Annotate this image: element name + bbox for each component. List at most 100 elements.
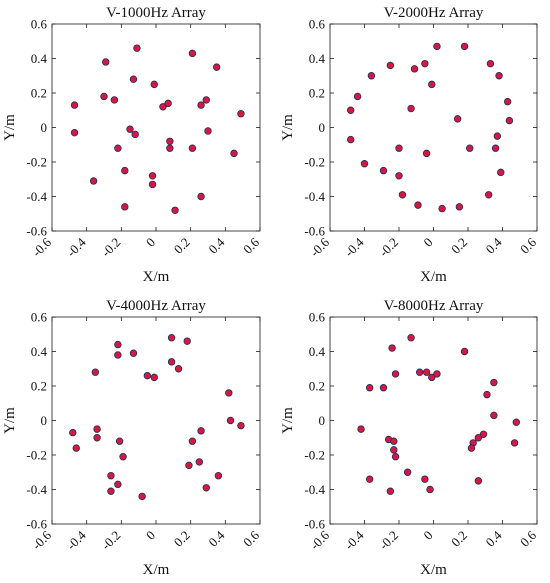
data-point <box>143 371 152 380</box>
data-point <box>70 128 79 137</box>
subplot-title: V-8000Hz Array <box>384 298 484 314</box>
data-point <box>197 101 205 109</box>
axes-frame <box>51 23 261 232</box>
data-point <box>426 485 434 494</box>
data-point <box>93 434 101 442</box>
data-point <box>93 425 101 433</box>
data-point <box>69 428 77 437</box>
data-point <box>353 92 362 101</box>
data-point <box>407 334 415 342</box>
data-point <box>467 444 476 452</box>
data-point <box>114 351 122 359</box>
data-point <box>121 203 129 211</box>
data-point <box>237 421 245 430</box>
subplot-4: V-8000Hz Array-0.6 -0.4 -0.2 0 0.2 0.4 0.6-0.6… <box>280 298 539 578</box>
x-tick-label: 0.2 <box>171 528 193 550</box>
y-tick-label: 0.2 <box>31 86 47 101</box>
data-point <box>386 487 395 495</box>
data-point <box>485 191 493 199</box>
data-point <box>126 125 134 133</box>
data-point <box>365 384 374 392</box>
y-axis-label: Y/m <box>280 407 296 434</box>
data-point <box>197 427 205 435</box>
data-point <box>188 437 197 445</box>
data-point <box>428 373 436 382</box>
y-tick-label: -0.4 <box>26 482 47 497</box>
data-point <box>486 59 495 68</box>
data-point <box>138 492 146 501</box>
data-point <box>479 430 488 438</box>
data-point <box>490 411 498 420</box>
x-tick-label: 0.2 <box>171 235 193 257</box>
data-point <box>403 468 412 476</box>
data-point <box>510 439 519 447</box>
x-axis-label: X/m <box>420 562 447 578</box>
x-tick-label: 0.6 <box>517 527 539 549</box>
data-point <box>230 149 238 158</box>
x-tick-label: 0.4 <box>483 527 505 549</box>
data-point <box>114 144 122 152</box>
data-point <box>460 347 469 356</box>
data-point <box>455 203 464 211</box>
data-point <box>166 137 174 145</box>
y-tick-label: 0.4 <box>31 51 48 66</box>
data-point <box>226 416 235 425</box>
x-tick-label: -0.4 <box>64 234 90 260</box>
data-point <box>148 180 157 189</box>
data-point <box>107 487 115 495</box>
data-point <box>347 106 355 114</box>
data-point <box>121 166 129 175</box>
data-point <box>114 340 122 349</box>
y-tick-label: -0.6 <box>26 224 47 239</box>
data-point <box>204 127 212 135</box>
data-point <box>167 358 176 366</box>
data-point <box>133 44 141 52</box>
data-point <box>214 472 223 480</box>
data-point <box>237 109 245 118</box>
x-tick-label: 0.6 <box>517 234 539 256</box>
data-point <box>503 97 512 106</box>
y-tick-label: 0 <box>319 413 326 428</box>
data-point <box>491 144 500 152</box>
data-point <box>159 103 167 111</box>
data-point <box>150 373 158 382</box>
data-point <box>148 172 157 180</box>
data-point <box>166 144 174 152</box>
data-point <box>365 475 374 483</box>
y-tick-label: -0.2 <box>304 155 325 170</box>
data-point <box>212 63 221 71</box>
data-point <box>421 475 429 483</box>
data-point <box>422 368 431 376</box>
y-tick-label: 0.4 <box>31 344 48 359</box>
data-point <box>395 144 403 152</box>
y-tick-label: 0 <box>319 120 326 135</box>
data-point <box>395 172 403 180</box>
data-point <box>379 384 388 392</box>
x-tick-label: 0 <box>143 528 158 543</box>
y-tick-label: 0.6 <box>309 17 326 32</box>
y-tick-label: 0.4 <box>309 51 326 66</box>
data-point <box>114 480 122 489</box>
data-point <box>474 434 483 442</box>
data-point <box>360 160 369 168</box>
data-point <box>91 368 100 376</box>
data-point <box>119 453 127 461</box>
data-point <box>483 390 491 399</box>
x-tick-label: 0.2 <box>448 235 470 257</box>
data-point <box>183 337 191 345</box>
y-tick-label: -0.4 <box>304 482 325 497</box>
data-point <box>386 61 395 70</box>
x-tick-label: 0.4 <box>205 234 227 256</box>
x-tick-label: 0.6 <box>240 234 262 256</box>
data-point <box>490 378 498 387</box>
data-point <box>390 437 398 445</box>
x-axis-label: X/m <box>143 562 170 578</box>
subplot-title: V-1000Hz Array <box>106 5 206 21</box>
x-tick-label: 0.4 <box>483 234 505 256</box>
y-tick-label: 0.2 <box>31 379 47 394</box>
data-point <box>110 96 119 104</box>
y-tick-label: -0.2 <box>26 448 47 463</box>
data-point <box>347 135 355 144</box>
subplot-1: V-1000Hz Array-0.6 -0.4 -0.2 0 0.2 0.4 0.6-0.6… <box>2 5 262 285</box>
